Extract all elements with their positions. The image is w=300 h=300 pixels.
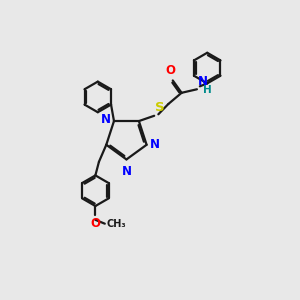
Text: O: O: [90, 217, 100, 230]
Text: H: H: [203, 85, 212, 95]
Text: CH₃: CH₃: [106, 219, 126, 229]
Text: S: S: [155, 101, 165, 114]
Text: N: N: [198, 75, 208, 88]
Text: O: O: [165, 64, 176, 77]
Text: N: N: [122, 165, 132, 178]
Text: N: N: [101, 113, 111, 126]
Text: N: N: [150, 138, 160, 151]
